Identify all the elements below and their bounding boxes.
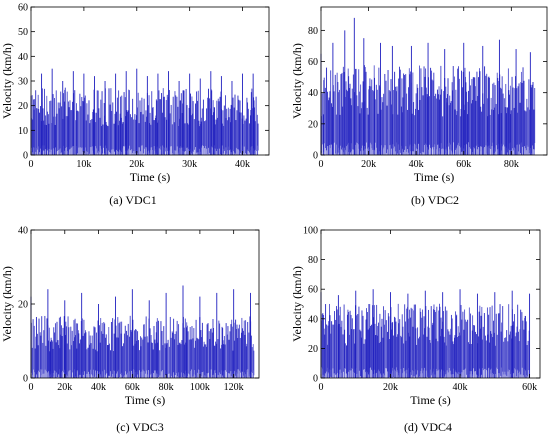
subplot-caption: (b) VDC2	[411, 193, 459, 207]
y-tick-label: 40	[308, 88, 318, 99]
y-axis-label: Velocity (km/h)	[290, 266, 304, 342]
y-tick-label: 20	[18, 101, 28, 112]
x-tick-label: 80k	[504, 159, 519, 170]
x-tick-label: 40k	[409, 159, 424, 170]
subplot-4: 0 20k 40k 60k 0 20 40 60 80 100 Time (s) Velocity (…	[290, 226, 541, 434]
x-tick-label: 10k	[76, 159, 91, 170]
subplot-caption: (c) VDC3	[116, 420, 163, 434]
x-tick-label: 60k	[125, 382, 140, 393]
subplot-caption: (a) VDC1	[109, 193, 156, 207]
y-tick-label: 10	[18, 126, 28, 137]
y-tick-label: 80	[308, 26, 318, 37]
y-tick-label: 30	[18, 77, 28, 88]
x-tick-label: 20k	[129, 159, 144, 170]
subplot-3: 0 20k 40k 60k 80k 100k 120k 0 20 40 Time (s) Veloci…	[0, 226, 260, 434]
y-tick-label: 50	[18, 27, 28, 38]
y-tick-label: 40	[18, 226, 28, 237]
x-tick-label: 30k	[182, 159, 197, 170]
x-axis-label: Time (s)	[414, 170, 455, 184]
y-tick-label: 0	[313, 374, 318, 385]
y-axis-label: Velocity (km/h)	[0, 266, 14, 342]
y-tick-label: 20	[308, 119, 318, 130]
x-tick-label: 120k	[224, 382, 244, 393]
x-tick-label: 0	[319, 159, 324, 170]
y-tick-label: 0	[313, 151, 318, 162]
x-tick-label: 40k	[235, 159, 250, 170]
y-axis-label: Velocity (km/h)	[0, 43, 14, 119]
x-tick-label: 20k	[361, 159, 376, 170]
y-tick-label: 60	[18, 3, 28, 14]
x-tick-label: 40k	[453, 382, 468, 393]
subplot-1: 0 10k 20k 30k 40k 0 10 20 30 40 50 60 Time (s) Veloci…	[0, 3, 270, 207]
y-tick-label: 40	[308, 314, 318, 325]
y-tick-label: 60	[308, 285, 318, 296]
plot-frame	[320, 229, 541, 379]
x-tick-label: 0	[29, 382, 34, 393]
y-tick-label: 100	[303, 226, 318, 237]
x-tick-label: 20k	[57, 382, 72, 393]
subplot-2: 0 20k 40k 60k 80k 0 20 40 60 80 Time (s) Velocity (…	[290, 6, 548, 207]
y-tick-label: 40	[18, 52, 28, 63]
x-tick-label: 0	[29, 159, 34, 170]
x-tick-label: 60k	[456, 159, 471, 170]
x-axis-label: Time (s)	[130, 170, 171, 184]
plot-frame	[320, 6, 548, 156]
x-tick-label: 80k	[159, 382, 174, 393]
y-tick-label: 0	[23, 374, 28, 385]
x-axis-label: Time (s)	[125, 393, 166, 407]
y-tick-label: 80	[308, 255, 318, 266]
x-tick-label: 0	[319, 382, 324, 393]
y-tick-label: 60	[308, 57, 318, 68]
y-tick-label: 20	[308, 344, 318, 355]
x-tick-label: 40k	[91, 382, 106, 393]
y-axis-label: Velocity (km/h)	[290, 43, 304, 119]
x-axis-label: Time (s)	[410, 393, 451, 407]
subplot-caption: (d) VDC4	[404, 420, 452, 434]
x-tick-label: 100k	[190, 382, 210, 393]
x-tick-label: 60k	[522, 382, 537, 393]
velocity-trace-1	[30, 87, 259, 155]
x-tick-label: 20k	[383, 382, 398, 393]
y-tick-label: 0	[23, 151, 28, 162]
y-tick-label: 20	[18, 300, 28, 311]
